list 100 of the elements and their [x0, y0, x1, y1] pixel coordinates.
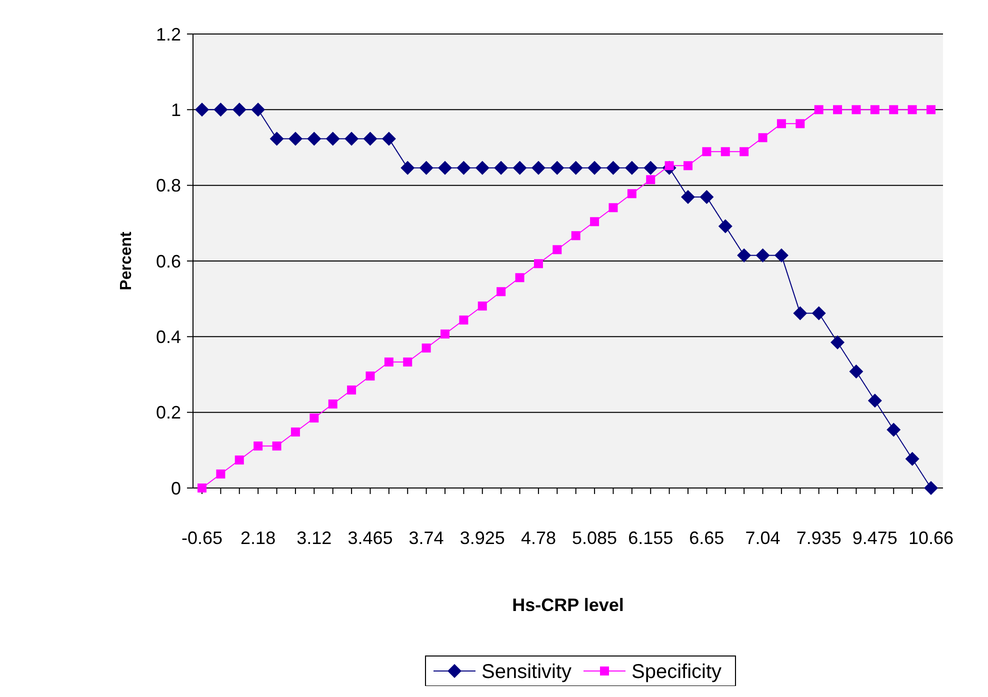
point [363, 132, 378, 146]
point [924, 481, 938, 495]
x-tick-label: 3.465 [348, 528, 393, 548]
point [456, 160, 471, 175]
x-tick-label: -0.65 [181, 528, 223, 548]
point [908, 105, 917, 114]
point [216, 470, 226, 478]
point [232, 102, 246, 117]
legend-label: Specificity [632, 661, 722, 683]
y-tick-label: 0.4 [156, 326, 181, 347]
x-axis-title: Hs-CRP level [512, 595, 624, 615]
point [347, 386, 356, 395]
x-tick-label: 4.78 [520, 528, 556, 548]
x-tick-label: 10.66 [908, 528, 954, 548]
point [700, 190, 714, 204]
point [793, 306, 808, 320]
point [926, 105, 936, 114]
y-tick-label: 0.8 [156, 176, 181, 196]
legend-label: Sensitivity [482, 661, 572, 683]
point [272, 442, 282, 451]
point [496, 287, 506, 296]
point [740, 147, 749, 156]
point [758, 133, 768, 142]
point [307, 132, 322, 146]
point [515, 273, 524, 282]
point [494, 160, 508, 175]
point [290, 428, 300, 437]
point [590, 217, 600, 226]
point [624, 160, 639, 175]
point [550, 160, 564, 175]
point [400, 160, 415, 175]
point [214, 102, 228, 117]
x-tick-label: 7.935 [796, 528, 842, 548]
point [382, 132, 396, 146]
point [684, 161, 692, 170]
point [627, 189, 636, 198]
point [796, 119, 805, 128]
point [776, 119, 786, 128]
x-tick-label: 2.18 [240, 528, 276, 548]
point [478, 302, 487, 311]
x-tick-label: 9.475 [852, 528, 898, 548]
point [552, 245, 562, 254]
point [833, 105, 842, 114]
point [310, 414, 319, 423]
point [905, 452, 920, 466]
y-tick-label: 1.2 [156, 24, 181, 44]
y-tick-label: 0.6 [156, 251, 181, 272]
point [234, 456, 244, 465]
x-tick-label: 6.155 [628, 528, 674, 548]
point [812, 306, 826, 320]
point [737, 248, 752, 262]
x-tick-label: 7.04 [745, 528, 780, 548]
point [254, 442, 263, 451]
point [195, 102, 209, 117]
x-tick-label: 5.085 [572, 528, 618, 548]
point [403, 358, 412, 367]
x-tick-label: 3.74 [408, 528, 444, 548]
point [870, 105, 880, 114]
point [459, 316, 468, 325]
point [568, 160, 583, 175]
x-tick-label: 3.925 [460, 528, 505, 548]
point [756, 248, 770, 262]
point [251, 102, 266, 117]
point [438, 160, 452, 175]
point [588, 160, 602, 175]
point [814, 105, 824, 114]
x-tick-label: 3.12 [296, 528, 332, 548]
point [512, 160, 527, 175]
point [270, 132, 284, 146]
y-tick-label: 0.2 [156, 402, 181, 423]
point [644, 160, 658, 175]
point [198, 484, 206, 492]
point [366, 372, 375, 381]
y-tick-label: 1 [170, 100, 181, 120]
point [328, 400, 338, 409]
point [608, 203, 618, 212]
point [718, 219, 732, 234]
y-tick-label: 0 [170, 478, 181, 498]
point [681, 190, 695, 204]
point [571, 231, 580, 240]
y-axis-title: Percent [118, 230, 135, 290]
point [419, 160, 434, 175]
point [868, 394, 882, 408]
point [440, 330, 450, 339]
point [886, 422, 901, 437]
point [475, 160, 490, 175]
point [344, 132, 359, 146]
point [288, 132, 302, 146]
point [774, 248, 788, 262]
point [326, 132, 340, 146]
point [422, 344, 431, 353]
point [534, 259, 543, 268]
x-tick-label: 6.65 [689, 528, 724, 548]
point [720, 147, 730, 156]
point [531, 160, 546, 175]
point [830, 335, 845, 350]
point [702, 147, 712, 156]
point [646, 175, 656, 184]
point [852, 105, 861, 114]
point [606, 160, 620, 175]
